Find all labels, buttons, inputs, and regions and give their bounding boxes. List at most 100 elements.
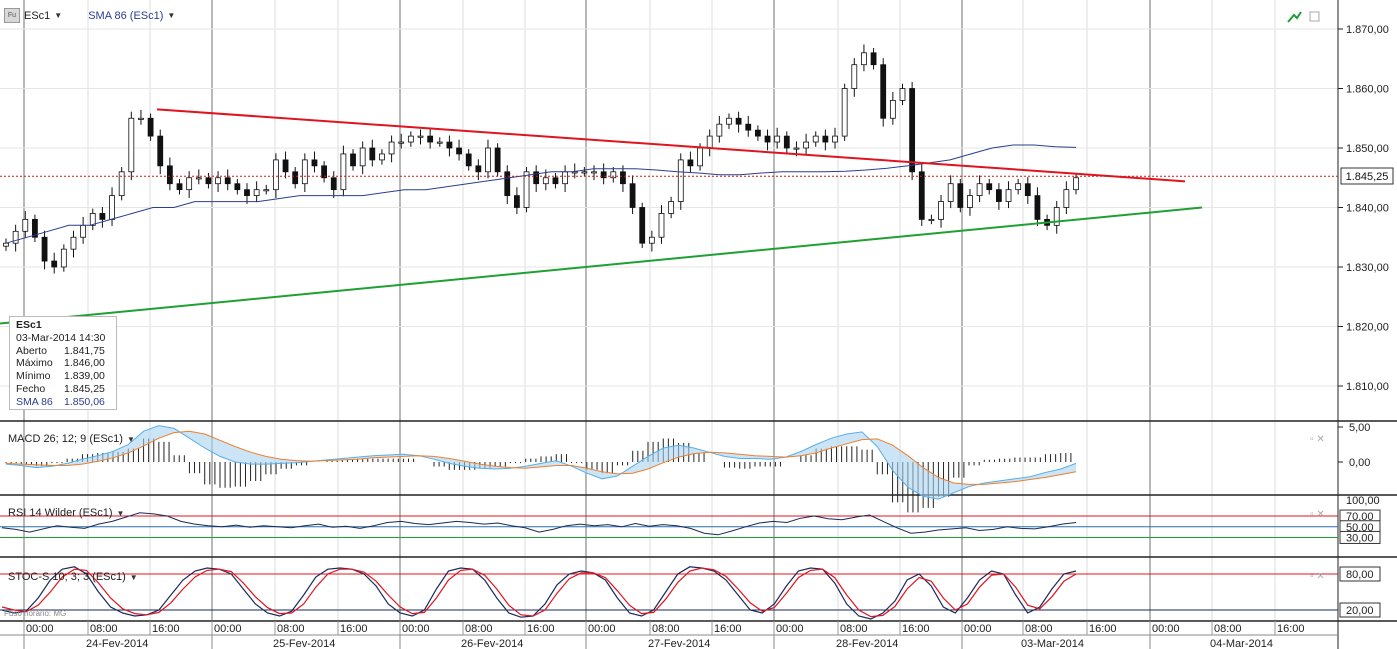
y-tick-label: 70,00 bbox=[1346, 511, 1374, 523]
candle bbox=[600, 171, 607, 179]
candle bbox=[359, 147, 366, 167]
candle bbox=[1005, 189, 1012, 202]
candle bbox=[89, 213, 96, 226]
candle bbox=[889, 100, 896, 119]
candle bbox=[764, 135, 771, 143]
candle bbox=[938, 201, 944, 220]
stoc-pane-controls[interactable]: ▫ ✕ bbox=[1310, 571, 1325, 582]
y-tick-label: 30,00 bbox=[1346, 532, 1374, 544]
candle bbox=[870, 52, 877, 66]
candle bbox=[1034, 195, 1041, 220]
x-time-label: 00:00 bbox=[776, 623, 804, 635]
candle bbox=[562, 171, 568, 185]
x-date-label: 03-Mar-2014 bbox=[1021, 638, 1084, 649]
macd-pane[interactable] bbox=[5, 425, 1077, 513]
candlestick-series bbox=[3, 44, 1079, 274]
candle bbox=[60, 248, 67, 268]
candle bbox=[735, 117, 742, 125]
candle bbox=[639, 207, 646, 244]
stoc-label[interactable]: STOC-S 10; 3; 3 (ESc1) bbox=[8, 571, 126, 583]
candle bbox=[128, 117, 135, 173]
candle bbox=[793, 147, 800, 150]
candle bbox=[841, 88, 848, 137]
candle bbox=[273, 159, 279, 191]
info-symbol: ESc1 bbox=[16, 319, 42, 331]
x-axis: 00:00 08:00 16:00 00:00 08:00 16:00 00:00 08:00… bbox=[23, 621, 1305, 649]
rsi-label[interactable]: RSI 14 Wilder (ESc1) bbox=[8, 507, 113, 519]
macd-fill-area bbox=[6, 425, 1076, 500]
last-price-tag: 1.845,25 bbox=[1340, 167, 1394, 185]
macd-label[interactable]: MACD 26; 12; 9 (ESc1) bbox=[8, 433, 123, 445]
macd-line bbox=[5, 425, 1077, 500]
rsi-pane-controls[interactable]: ▫ ✕ bbox=[1310, 509, 1325, 520]
candle bbox=[832, 135, 838, 143]
macd-pane-controls[interactable]: ▫ ✕ bbox=[1310, 434, 1325, 445]
support-trendline[interactable] bbox=[0, 206, 1203, 325]
info-row-close: Fecho 1.845,25 bbox=[16, 382, 105, 395]
x-date-label: 04-Mar-2014 bbox=[1210, 638, 1273, 649]
sma-dropdown-icon[interactable]: ▼ bbox=[167, 11, 176, 20]
candle bbox=[176, 183, 183, 191]
y-tick-label: 50,00 bbox=[1346, 522, 1374, 534]
x-date-label: 28-Fev-2014 bbox=[836, 638, 898, 649]
x-date-label: 25-Fev-2014 bbox=[273, 638, 335, 649]
symbol-label[interactable]: ESc1 bbox=[24, 9, 51, 22]
candle bbox=[957, 183, 964, 208]
candle bbox=[369, 147, 376, 161]
candle bbox=[504, 171, 511, 197]
candle bbox=[726, 117, 732, 125]
candle bbox=[215, 177, 221, 185]
price-pane[interactable] bbox=[0, 44, 1338, 325]
stoc-dropdown-icon[interactable]: ▼ bbox=[129, 572, 138, 582]
ohlc-info-box: ESc1 03-Mar-2014 14:30 Aberto 1.841,75 Má… bbox=[9, 316, 117, 410]
candle bbox=[1024, 183, 1031, 196]
candle bbox=[234, 183, 241, 191]
candle bbox=[166, 165, 173, 185]
sma-indicator-label[interactable]: SMA 86 (ESc1) bbox=[88, 9, 164, 22]
stoc-pane[interactable] bbox=[0, 566, 1338, 620]
candle bbox=[282, 159, 289, 173]
y-tick-label: 20,00 bbox=[1346, 605, 1374, 617]
svg-text:1.845,25: 1.845,25 bbox=[1346, 171, 1389, 183]
candle bbox=[918, 171, 925, 220]
x-time-label: 16:00 bbox=[527, 623, 555, 635]
candle bbox=[485, 147, 491, 173]
resistance-trendline[interactable] bbox=[156, 108, 1186, 183]
x-time-label: 16:00 bbox=[902, 623, 930, 635]
rsi-pane[interactable] bbox=[0, 512, 1338, 538]
maximize-icon[interactable] bbox=[1309, 11, 1320, 22]
trend-icon[interactable] bbox=[1287, 11, 1302, 23]
stoc-header: STOC-S 10; 3; 3 (ESc1) ▼ bbox=[8, 571, 138, 583]
rsi-header: RSI 14 Wilder (ESc1) ▼ bbox=[8, 507, 124, 519]
candle bbox=[456, 147, 462, 155]
x-time-label: 08:00 bbox=[90, 623, 118, 635]
candle bbox=[1015, 183, 1022, 191]
rsi-line bbox=[1, 512, 1077, 536]
y-tick-box bbox=[1339, 530, 1381, 544]
macd-header: MACD 26; 12; 9 (ESc1) ▼ bbox=[8, 433, 135, 445]
y-tick-label: 1.810,00 bbox=[1346, 381, 1389, 393]
candle bbox=[514, 195, 520, 208]
y-axis: 1.870,00 1.860,00 1.850,00 1.840,00 1.830,00… bbox=[1338, 24, 1389, 618]
x-time-label: 08:00 bbox=[652, 623, 680, 635]
info-row-sma: SMA 86 1.850,06 bbox=[16, 395, 105, 408]
candle bbox=[12, 230, 19, 244]
x-date-label: 26-Fev-2014 bbox=[461, 638, 523, 649]
x-time-label: 08:00 bbox=[277, 623, 305, 635]
rsi-dropdown-icon[interactable]: ▼ bbox=[116, 508, 125, 518]
fu-icon[interactable]: Fu bbox=[4, 8, 20, 23]
x-date-label: 24-Fev-2014 bbox=[86, 638, 148, 649]
candle bbox=[648, 236, 655, 244]
candle bbox=[417, 135, 424, 138]
symbol-dropdown-icon[interactable]: ▼ bbox=[54, 11, 63, 20]
info-row-low: Mínimo 1.839,00 bbox=[16, 370, 105, 383]
macd-dropdown-icon[interactable]: ▼ bbox=[126, 434, 135, 444]
candle bbox=[244, 189, 250, 196]
candle bbox=[205, 177, 212, 185]
x-time-label: 16:00 bbox=[1277, 623, 1305, 635]
x-time-label: 00:00 bbox=[1152, 623, 1180, 635]
candle bbox=[118, 171, 125, 197]
stoc-k-line bbox=[1, 566, 1077, 620]
